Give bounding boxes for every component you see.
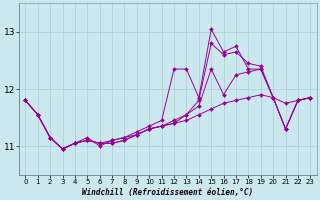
X-axis label: Windchill (Refroidissement éolien,°C): Windchill (Refroidissement éolien,°C) [82, 188, 253, 197]
